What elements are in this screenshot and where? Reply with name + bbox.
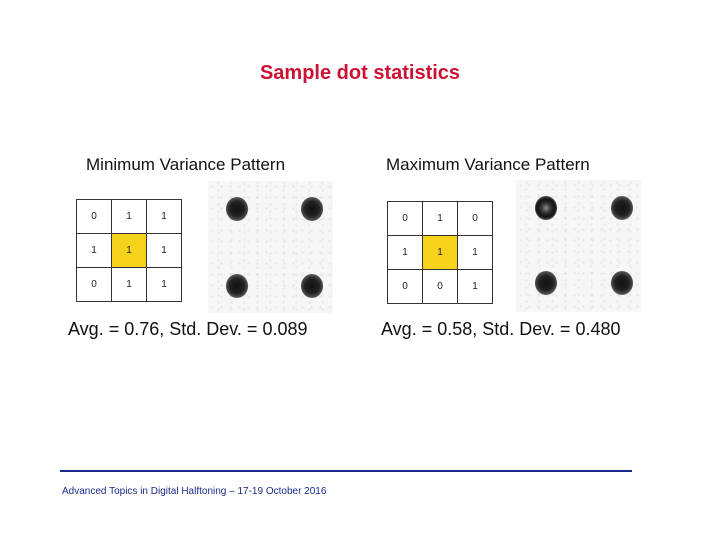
printed-dot <box>301 274 323 298</box>
printed-dot <box>535 271 557 295</box>
footer-text: Advanced Topics in Digital Halftoning – … <box>62 486 327 497</box>
min-variance-dot-image <box>208 181 333 313</box>
grid-cell: 1 <box>77 234 112 268</box>
max-variance-label: Maximum Variance Pattern <box>386 155 590 174</box>
grid-cell-center: 1 <box>423 236 458 270</box>
printed-dot <box>611 196 633 220</box>
printed-dot <box>611 271 633 295</box>
grid-cell: 0 <box>458 202 493 236</box>
grid-cell-center: 1 <box>112 234 147 268</box>
grid-cell: 0 <box>388 270 423 304</box>
max-variance-dot-image <box>516 180 641 312</box>
grid-cell: 0 <box>77 268 112 302</box>
printed-dot <box>301 197 323 221</box>
grid-cell: 1 <box>423 202 458 236</box>
printed-dot <box>226 197 248 221</box>
max-variance-stats: Avg. = 0.58, Std. Dev. = 0.480 <box>381 319 621 339</box>
min-variance-label: Minimum Variance Pattern <box>86 155 286 174</box>
grid-cell: 1 <box>112 268 147 302</box>
min-variance-grid: 0 1 1 1 1 1 0 1 1 <box>76 199 182 302</box>
printed-dot <box>226 274 248 298</box>
printed-dot <box>535 196 557 220</box>
grid-cell: 1 <box>388 236 423 270</box>
grid-cell: 0 <box>77 200 112 234</box>
grid-cell: 1 <box>147 268 182 302</box>
grid-cell: 1 <box>112 200 147 234</box>
slide-title: Sample dot statistics <box>259 62 461 84</box>
grid-cell: 1 <box>147 234 182 268</box>
grid-cell: 1 <box>458 236 493 270</box>
min-variance-stats: Avg. = 0.76, Std. Dev. = 0.089 <box>68 319 308 339</box>
max-variance-grid: 0 1 0 1 1 1 0 0 1 <box>387 201 493 304</box>
grid-cell: 1 <box>458 270 493 304</box>
grid-cell: 0 <box>388 202 423 236</box>
grid-cell: 1 <box>147 200 182 234</box>
grid-cell: 0 <box>423 270 458 304</box>
footer-divider <box>60 470 632 472</box>
